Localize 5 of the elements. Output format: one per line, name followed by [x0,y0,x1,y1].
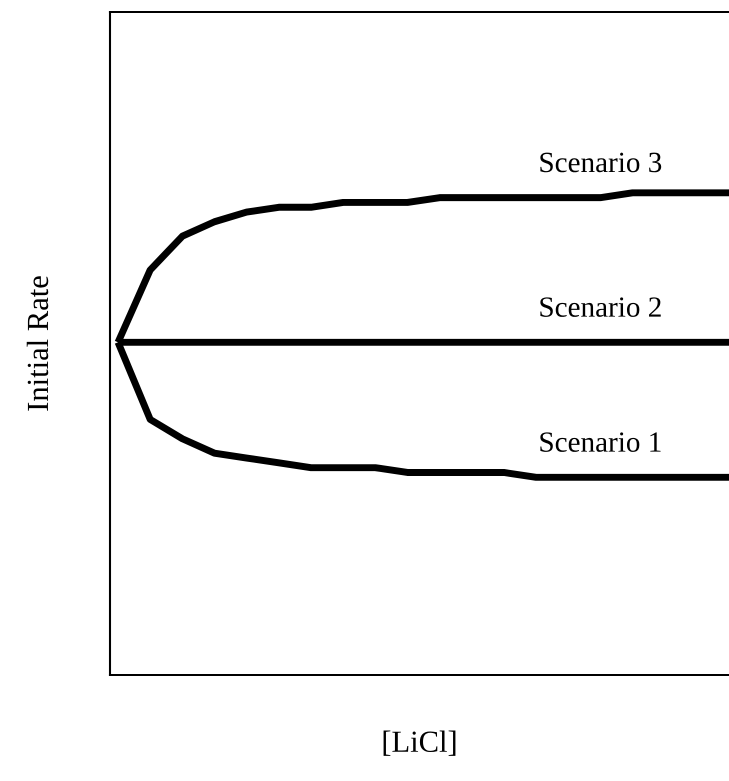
series-label: Scenario 2 [540,297,661,317]
x-axis-title: [LiCl] [384,730,456,756]
series-label: Scenario 1 [540,432,661,452]
series-label: Scenario 3 [540,152,662,172]
y-axis-title: Initial Rate [26,276,48,411]
